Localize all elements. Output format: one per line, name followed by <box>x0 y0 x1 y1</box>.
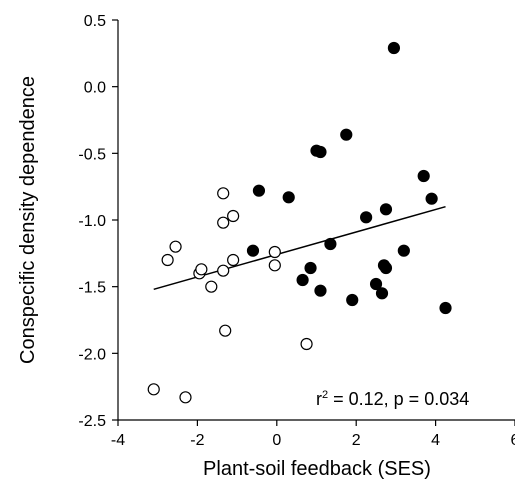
x-tick-label: 0 <box>272 432 281 449</box>
open-point <box>147 383 160 396</box>
filled-point <box>246 244 260 257</box>
x-axis-title: Plant-soil feedback (SES) <box>203 458 431 480</box>
filled-point <box>314 284 327 297</box>
open-point <box>227 253 240 267</box>
open-point <box>195 263 208 276</box>
filled-point <box>314 145 327 159</box>
filled-point <box>397 244 410 257</box>
open-point <box>268 259 281 272</box>
filled-point <box>340 128 353 141</box>
y-tick-label: 0.5 <box>84 13 106 30</box>
filled-point <box>346 293 359 307</box>
y-tick-label: -2.0 <box>78 346 106 363</box>
stat-annotation: r2 = 0.12, p = 0.034 <box>316 389 469 409</box>
stat-text: = 0.12, p = 0.034 <box>328 389 469 409</box>
filled-point <box>425 192 438 205</box>
x-tick-label: 6 <box>511 432 515 449</box>
x-ticks: -4 -2 0 2 4 6 <box>111 420 515 449</box>
filled-point <box>296 273 309 287</box>
y-axis-title: Conspecific density dependence <box>17 76 39 364</box>
open-point <box>227 209 240 223</box>
filled-point <box>282 191 295 204</box>
open-point <box>219 324 232 337</box>
filled-point <box>304 261 317 275</box>
y-tick-label: 0.0 <box>84 80 106 97</box>
y-tick-label: -1.5 <box>78 280 106 297</box>
axes <box>117 20 515 421</box>
filled-point <box>379 203 393 216</box>
open-point <box>300 337 313 351</box>
open-point <box>205 280 218 293</box>
filled-point <box>369 277 383 291</box>
filled-point <box>387 41 401 55</box>
open-point <box>217 216 230 229</box>
filled-point <box>360 211 373 224</box>
filled-point <box>324 237 337 251</box>
points-layer <box>147 41 452 404</box>
filled-point <box>379 261 393 275</box>
x-tick-label: -2 <box>190 432 204 449</box>
x-tick-label: 4 <box>431 432 440 449</box>
filled-point <box>252 184 266 197</box>
filled-point <box>417 169 430 183</box>
filled-point <box>439 301 452 315</box>
open-point <box>217 187 230 200</box>
open-point <box>169 240 182 253</box>
open-point <box>217 264 230 277</box>
y-tick-label: -2.5 <box>78 413 106 430</box>
y-tick-label: -0.5 <box>78 146 106 163</box>
x-tick-label: -4 <box>111 432 125 449</box>
r-symbol: r <box>316 389 322 409</box>
y-tick-label: -1.0 <box>78 213 106 230</box>
x-tick-label: 2 <box>352 432 361 449</box>
y-ticks: -2.5 -2.0 -1.5 -1.0 -0.5 0.0 0.5 <box>78 13 118 430</box>
open-point <box>161 253 174 267</box>
open-point <box>268 245 281 259</box>
open-point <box>179 391 192 404</box>
r-superscript: 2 <box>322 389 328 401</box>
filled-point <box>375 287 389 300</box>
